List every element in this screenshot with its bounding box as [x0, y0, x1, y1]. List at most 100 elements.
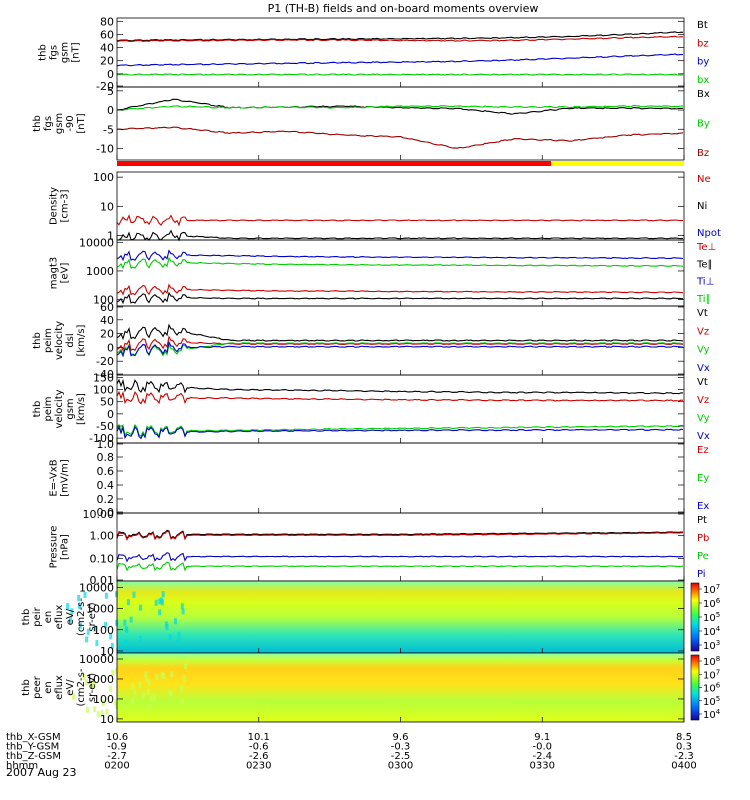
- spectrogram-noise: [78, 622, 82, 629]
- spectrogram-noise: [93, 706, 97, 713]
- spectrogram-noise: [114, 591, 118, 598]
- y-axis-label: eV/: [65, 608, 76, 625]
- colorbar-label: 104: [703, 625, 721, 638]
- y-tick-label: 100: [93, 624, 114, 637]
- y-tick-label: 150: [93, 371, 114, 384]
- spectrogram-noise: [109, 633, 113, 640]
- panel-frame: [116, 17, 685, 88]
- y-tick-label: 50: [100, 396, 114, 409]
- y-axis-label: fgs: [49, 45, 60, 60]
- y-axis-label: velocity: [54, 389, 65, 428]
- y-tick-label: 0.0: [97, 506, 115, 519]
- spectrogram-noise: [162, 673, 166, 680]
- spectrogram-image: [117, 581, 684, 653]
- spectrogram-noise: [77, 595, 81, 601]
- spectrogram-noise: [86, 706, 90, 713]
- series-line-density-Ne: [116, 214, 684, 227]
- spectrogram-noise: [130, 683, 134, 689]
- series-line-fgs-bz: [116, 35, 684, 43]
- spectrogram-noise: [139, 604, 142, 611]
- spectrogram-noise: [77, 602, 81, 609]
- date-label: 2007 Aug 23: [6, 766, 76, 779]
- spectrogram-noise: [66, 603, 70, 610]
- spectrogram-noise: [147, 704, 151, 711]
- spectrogram-noise: [85, 636, 89, 643]
- ephemeris-value: 0.3: [676, 742, 692, 753]
- y-tick-label: -20: [96, 80, 114, 93]
- y-tick-label: 1000: [86, 603, 114, 616]
- y-tick-label: 10: [100, 713, 114, 726]
- y-axis-label: gsm: [60, 42, 71, 63]
- y-axis-label: en: [43, 611, 54, 624]
- spectrogram-noise: [170, 671, 174, 677]
- series-line-pressure-Pi: [116, 552, 684, 563]
- y-axis-label: -90: [65, 115, 76, 131]
- legend-label: Vx: [697, 363, 710, 374]
- spectrogram-noise: [70, 608, 74, 615]
- ephemeris-value: -2.7: [107, 751, 127, 762]
- spectrogram-noise: [104, 592, 108, 599]
- y-axis-label: peer: [32, 675, 43, 699]
- colorbar-label: 106: [703, 597, 721, 610]
- y-tick-label: -20: [96, 355, 114, 368]
- y-tick-label: 100: [93, 384, 114, 397]
- panel-density: 100 10 1 Density [cm-3] Ne Ni Npot: [49, 171, 721, 242]
- series-line-fgs_dsl-By: [116, 105, 684, 111]
- legend-label: Bt: [697, 20, 708, 31]
- y-axis-label: [nT]: [71, 42, 82, 62]
- spectrogram-noise: [149, 695, 153, 702]
- legend-label: Pi: [697, 569, 706, 580]
- ephemeris-label: thb_Y-GSM: [6, 742, 59, 753]
- y-tick-label: 60: [100, 28, 114, 41]
- legend-label: By: [697, 119, 710, 130]
- panel-frame: [116, 171, 685, 241]
- y-tick-label: 10: [100, 200, 114, 213]
- y-tick-label: 40: [100, 314, 114, 327]
- y-tick-label: 60: [100, 301, 114, 314]
- spectrogram-noise: [160, 671, 164, 678]
- panel-frame: [116, 512, 685, 582]
- y-tick-label: 5: [107, 85, 114, 98]
- ephemeris-value: -2.4: [532, 751, 552, 762]
- y-axis-label: thb: [32, 401, 43, 418]
- y-axis-label: [km/s]: [76, 393, 87, 425]
- y-axis-label: peim: [43, 328, 54, 353]
- series-line-temperature-Te∥: [116, 291, 684, 305]
- y-tick-label: -10: [96, 142, 114, 155]
- y-tick-label: 20: [100, 328, 114, 341]
- spectrogram-image: [117, 653, 684, 722]
- ephemeris-value: -2.3: [674, 751, 694, 762]
- y-axis-label: [km/s]: [76, 324, 87, 356]
- legend-label: Te∥: [696, 259, 713, 270]
- panel-frame: [116, 239, 685, 307]
- y-axis-label: en: [43, 681, 54, 694]
- ephemeris-value: 0400: [671, 761, 696, 772]
- y-tick-label: 0: [107, 408, 114, 421]
- y-tick-label: -5: [103, 123, 114, 136]
- spectrogram-noise: [144, 671, 148, 678]
- spectrogram-noise: [164, 621, 168, 628]
- legend-label: Ex: [697, 501, 709, 512]
- legend-label: Ti⊥: [696, 277, 714, 288]
- y-tick-label: 0.2: [97, 493, 115, 506]
- spectrogram-noise: [89, 681, 92, 688]
- y-tick-label: 100: [93, 171, 114, 184]
- y-tick-label: 20: [100, 55, 114, 68]
- spectrogram-noise: [100, 710, 104, 717]
- series-line-fgs_dsl-Bx: [116, 98, 684, 115]
- spectrogram-noise: [181, 698, 185, 705]
- ephemeris-value: 0200: [104, 761, 129, 772]
- series-line-velocity_dsl-Vx: [116, 340, 684, 358]
- legend-label: Vy: [697, 345, 710, 356]
- ephemeris-value: 0300: [388, 761, 413, 772]
- spectrogram-noise: [72, 693, 75, 700]
- series-line-fgs-bx: [116, 73, 684, 76]
- colorbar-label: 108: [703, 655, 720, 668]
- spectrogram-noise: [85, 679, 88, 686]
- legend-label: Npot: [697, 228, 721, 239]
- spectrogram-noise: [181, 608, 185, 615]
- y-axis-label: [eV]: [60, 263, 71, 284]
- y-axis-label: [nT]: [76, 113, 87, 133]
